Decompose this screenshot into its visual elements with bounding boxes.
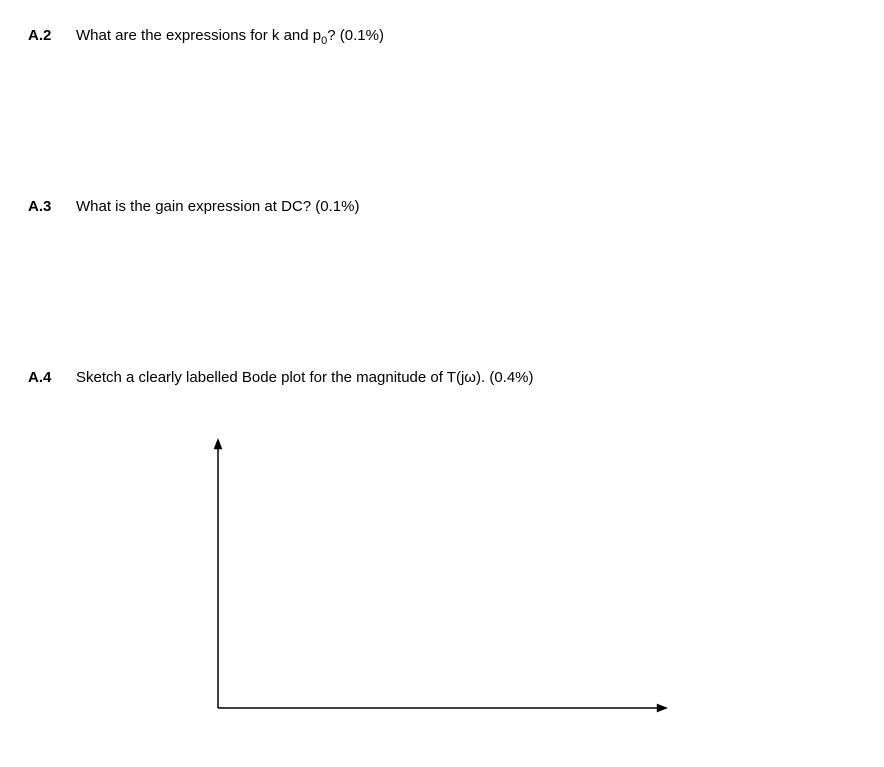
question-text: What is the gain expression at DC? (0.1%…	[76, 196, 359, 217]
question-text: What are the expressions for k and p0? (…	[76, 25, 384, 46]
question-number: A.4	[28, 369, 76, 386]
empty-axes-chart	[198, 428, 678, 728]
question-text-part2: ? (0.1%)	[327, 27, 384, 44]
question-a2: A.2 What are the expressions for k and p…	[28, 25, 856, 46]
question-number: A.3	[28, 198, 76, 215]
question-a3: A.3 What is the gain expression at DC? (…	[28, 196, 856, 217]
bode-plot-axes	[198, 428, 856, 728]
question-number: A.2	[28, 27, 76, 44]
question-text-part1: What are the expressions for k and p	[76, 27, 321, 44]
question-text: Sketch a clearly labelled Bode plot for …	[76, 367, 534, 388]
question-a4: A.4 Sketch a clearly labelled Bode plot …	[28, 367, 856, 388]
